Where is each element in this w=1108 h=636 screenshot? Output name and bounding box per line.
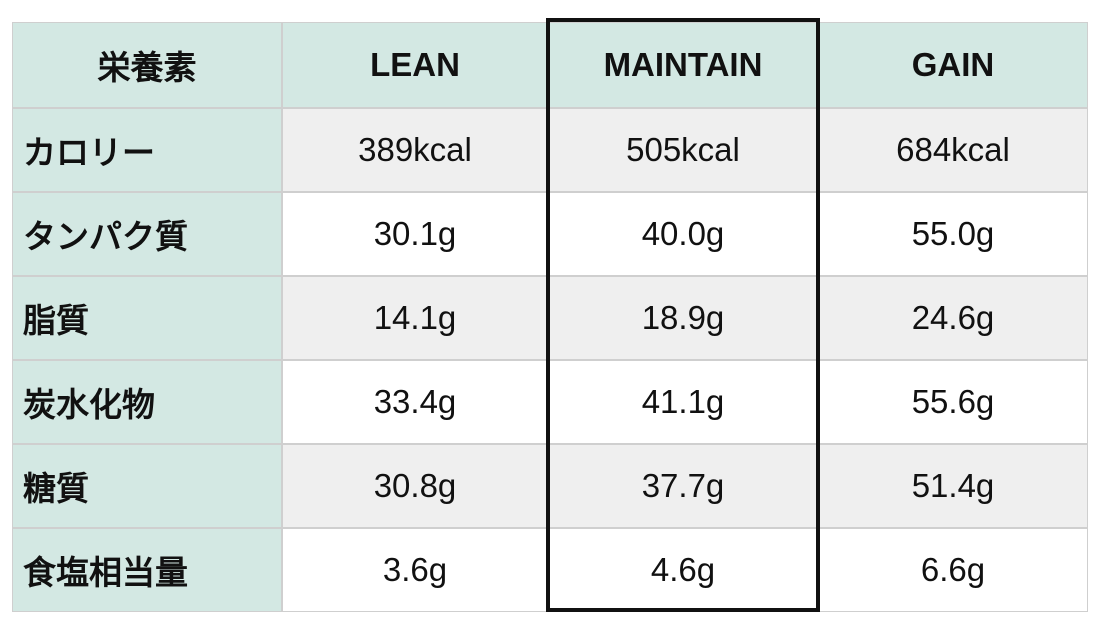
value-cell: 37.7g xyxy=(548,444,818,528)
header-cell: GAIN xyxy=(818,22,1088,108)
value-cell: 30.1g xyxy=(282,192,548,276)
value-cell: 55.0g xyxy=(818,192,1088,276)
value-cell: 18.9g xyxy=(548,276,818,360)
row-label: タンパク質 xyxy=(12,192,282,276)
value-cell: 33.4g xyxy=(282,360,548,444)
row-label: カロリー xyxy=(12,108,282,192)
value-cell: 3.6g xyxy=(282,528,548,612)
value-cell: 41.1g xyxy=(548,360,818,444)
value-cell: 684kcal xyxy=(818,108,1088,192)
row-label: 食塩相当量 xyxy=(12,528,282,612)
value-cell: 30.8g xyxy=(282,444,548,528)
value-cell: 40.0g xyxy=(548,192,818,276)
value-cell: 51.4g xyxy=(818,444,1088,528)
value-cell: 4.6g xyxy=(548,528,818,612)
value-cell: 505kcal xyxy=(548,108,818,192)
header-cell: MAINTAIN xyxy=(548,22,818,108)
row-label: 炭水化物 xyxy=(12,360,282,444)
value-cell: 14.1g xyxy=(282,276,548,360)
row-label: 脂質 xyxy=(12,276,282,360)
header-cell: LEAN xyxy=(282,22,548,108)
value-cell: 389kcal xyxy=(282,108,548,192)
value-cell: 6.6g xyxy=(818,528,1088,612)
row-label: 糖質 xyxy=(12,444,282,528)
value-cell: 24.6g xyxy=(818,276,1088,360)
header-cell: 栄養素 xyxy=(12,22,282,108)
value-cell: 55.6g xyxy=(818,360,1088,444)
